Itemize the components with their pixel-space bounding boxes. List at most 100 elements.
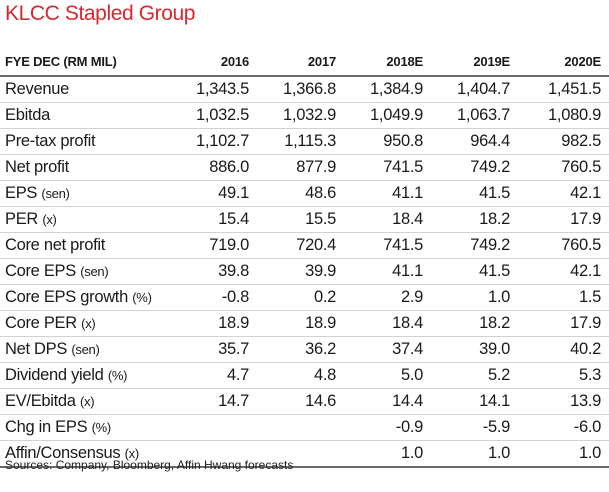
row-label: Ebitda [5,106,50,124]
value-cell: 18.9 [170,310,257,337]
value-cell: 1,404.7 [431,76,518,103]
value-cell [257,440,344,468]
table-row: EV/Ebitda (x) 14.7 14.6 14.4 14.1 13.9 [0,388,609,415]
value-cell: 1.0 [518,440,609,468]
value-cell: 5.2 [431,362,518,389]
value-cell: -0.8 [170,284,257,311]
value-cell: 749.2 [431,154,518,181]
value-cell: 1.5 [518,284,609,311]
row-label-cell: Core EPS growth (%) [0,284,170,311]
value-cell: 39.9 [257,258,344,285]
value-cell: 18.2 [431,310,518,337]
row-unit: (x) [81,316,96,331]
value-cell: 14.4 [344,388,431,415]
row-label: Core net profit [5,236,106,254]
value-cell [257,414,344,441]
table-row: EPS (sen) 49.1 48.6 41.1 41.5 42.1 [0,180,609,207]
value-cell: 741.5 [344,154,431,181]
value-cell: -5.9 [431,414,518,441]
row-label-cell: Net DPS (sen) [0,336,170,363]
header-year: 2019E [431,48,518,77]
table-row: Revenue 1,343.5 1,366.8 1,384.9 1,404.7 1,451… [0,76,609,103]
value-cell: 15.4 [170,206,257,233]
financial-table: FYE DEC (RM MIL) 2016 2017 2018E 2019E 2… [0,48,609,468]
table-row: Pre-tax profit 1,102.7 1,115.3 950.8 964.4 98… [0,128,609,155]
value-cell: 1,032.9 [257,102,344,129]
row-label: EV/Ebitda [5,392,76,410]
value-cell: 37.4 [344,336,431,363]
row-label: Dividend yield [5,366,104,384]
value-cell: 741.5 [344,232,431,259]
value-cell: 17.9 [518,310,609,337]
row-label-cell: EV/Ebitda (x) [0,388,170,415]
value-cell: 14.7 [170,388,257,415]
value-cell: 5.0 [344,362,431,389]
table-row: Net DPS (sen) 35.7 36.2 37.4 39.0 40.2 [0,336,609,363]
value-cell: 48.6 [257,180,344,207]
value-cell [170,440,257,468]
row-unit: (%) [107,368,128,383]
value-cell: 720.4 [257,232,344,259]
header-year: 2016 [170,48,257,77]
row-label: Core EPS growth [5,288,128,306]
table-row: Affin/Consensus (x) 1.0 1.0 1.0 [0,440,609,468]
value-cell: 760.5 [518,154,609,181]
value-cell: 17.9 [518,206,609,233]
value-cell: 4.7 [170,362,257,389]
value-cell: 1,115.3 [257,128,344,155]
value-cell: 964.4 [431,128,518,155]
value-cell: 749.2 [431,232,518,259]
row-label-cell: Pre-tax profit [0,128,170,155]
table-row: Chg in EPS (%) -0.9 -5.9 -6.0 [0,414,609,441]
row-label-cell: PER (x) [0,206,170,233]
row-label-cell: Ebitda [0,102,170,129]
row-label-cell: Net profit [0,154,170,181]
value-cell: 39.0 [431,336,518,363]
row-label: Pre-tax profit [5,132,96,150]
value-cell: 18.4 [344,206,431,233]
table-body: Revenue 1,343.5 1,366.8 1,384.9 1,404.7 1,451… [0,76,609,468]
row-label: EPS [5,184,38,202]
row-unit: (sen) [71,342,100,357]
value-cell: 41.5 [431,180,518,207]
row-label: Revenue [5,80,69,98]
row-label-cell: Core net profit [0,232,170,259]
value-cell: 1,032.5 [170,102,257,129]
value-cell: 982.5 [518,128,609,155]
value-cell: 39.8 [170,258,257,285]
value-cell: 1.0 [431,440,518,468]
value-cell: 41.1 [344,258,431,285]
value-cell: 18.9 [257,310,344,337]
row-label-cell: Chg in EPS (%) [0,414,170,441]
value-cell: 40.2 [518,336,609,363]
value-cell: 1.0 [431,284,518,311]
row-unit: (x) [79,394,95,409]
header-row: FYE DEC (RM MIL) 2016 2017 2018E 2019E 2… [0,48,609,77]
value-cell: 18.2 [431,206,518,233]
row-unit: (x) [124,446,140,461]
row-unit: (x) [42,212,57,227]
value-cell: 14.6 [257,388,344,415]
value-cell: 41.1 [344,180,431,207]
row-label-cell: EPS (sen) [0,180,170,207]
value-cell: 0.2 [257,284,344,311]
value-cell: 36.2 [257,336,344,363]
table-row: PER (x) 15.4 15.5 18.4 18.2 17.9 [0,206,609,233]
value-cell: 1,063.7 [431,102,518,129]
value-cell: 13.9 [518,388,609,415]
value-cell: 4.8 [257,362,344,389]
table-row: Ebitda 1,032.5 1,032.9 1,049.9 1,063.7 1,080.… [0,102,609,129]
value-cell: 18.4 [344,310,431,337]
value-cell: 1,102.7 [170,128,257,155]
table-title: KLCC Stapled Group [5,2,196,25]
row-unit: (sen) [80,264,109,279]
value-cell: 877.9 [257,154,344,181]
value-cell: 886.0 [170,154,257,181]
row-label: Affin/Consensus [5,444,121,462]
row-label: Chg in EPS [5,418,88,436]
row-label: PER [5,210,39,228]
table-row: Net profit 886.0 877.9 741.5 749.2 760.5 [0,154,609,181]
row-label-cell: Affin/Consensus (x) [0,440,170,468]
row-label-cell: Dividend yield (%) [0,362,170,389]
header-year: 2018E [344,48,431,77]
